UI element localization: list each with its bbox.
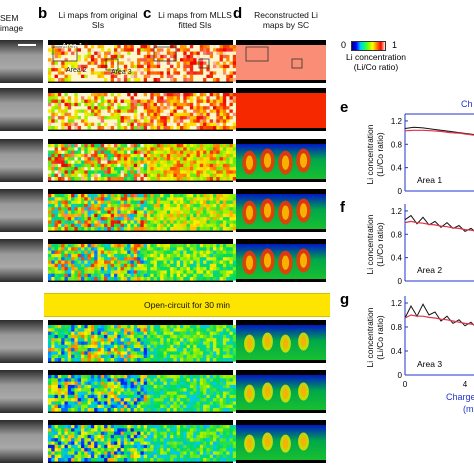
- area-label-row1-2: Area 2: [66, 67, 87, 74]
- sem-image: [0, 239, 43, 282]
- panel-label-b: b: [38, 5, 48, 22]
- image-row: [0, 189, 326, 232]
- sem-image: [0, 189, 43, 232]
- col-b-header: Li maps from original SIs: [58, 10, 138, 30]
- area-box: [52, 46, 78, 62]
- li-map-reconstructed: [236, 320, 326, 363]
- sem-image: [0, 420, 43, 463]
- image-row: [0, 239, 326, 282]
- image-row: [0, 420, 326, 463]
- sem-image: [0, 370, 43, 413]
- li-map-mlls: [147, 40, 237, 83]
- image-row: [0, 320, 326, 363]
- image-row: [0, 370, 326, 413]
- panel-label-d: d: [233, 5, 243, 22]
- li-map-original: [48, 370, 151, 413]
- area-box: [153, 46, 177, 62]
- sem-header: SEM image: [0, 13, 24, 33]
- panel-label-c: c: [143, 5, 152, 22]
- li-map-reconstructed: [236, 88, 326, 131]
- colorbar-gradient: [351, 41, 386, 51]
- li-map-mlls: [147, 320, 237, 363]
- sem-image: [0, 88, 43, 131]
- col-c-header: Li maps from MLLS fitted SIs: [158, 10, 232, 30]
- li-map-mlls: [147, 370, 237, 413]
- area-box: [105, 58, 119, 71]
- li-map-reconstructed: [236, 40, 326, 83]
- li-map-reconstructed: [236, 370, 326, 413]
- colorbar-min: 0: [341, 40, 347, 50]
- li-map-mlls: [147, 239, 237, 282]
- li-map-original: [48, 139, 151, 182]
- area-label-row1-1: Area 1: [62, 43, 83, 50]
- image-row: [0, 88, 326, 131]
- scale-bar: [18, 44, 36, 46]
- li-map-mlls: [147, 88, 237, 131]
- sem-image: [0, 320, 43, 363]
- li-map-original: [48, 320, 151, 363]
- li-map-reconstructed: [236, 139, 326, 182]
- li-map-mlls: [147, 420, 237, 463]
- sem-image: [0, 40, 43, 83]
- colorbar-max: 1: [392, 40, 398, 50]
- area-box: [291, 58, 303, 69]
- sem-image: [0, 139, 43, 182]
- li-map-reconstructed: [236, 420, 326, 463]
- area-label-row1-3: Area 3: [111, 69, 132, 76]
- li-map-original: [48, 420, 151, 463]
- area-box: [245, 46, 269, 62]
- col-d-header: Reconstructed Li maps by SC: [254, 10, 318, 30]
- li-map-original: [48, 88, 151, 131]
- li-map-original: [48, 189, 151, 232]
- li-map-reconstructed: [236, 189, 326, 232]
- area-box: [198, 58, 210, 69]
- li-map-mlls: [147, 189, 237, 232]
- image-row: [0, 139, 326, 182]
- image-row: [0, 40, 326, 83]
- li-map-mlls: [147, 139, 237, 182]
- colorbar-caption: Li concentration (Li/Co ratio): [345, 52, 406, 72]
- li-map-reconstructed: [236, 239, 326, 282]
- li-map-original: [48, 239, 151, 282]
- open-circuit-banner: Open-circuit for 30 min: [44, 293, 330, 317]
